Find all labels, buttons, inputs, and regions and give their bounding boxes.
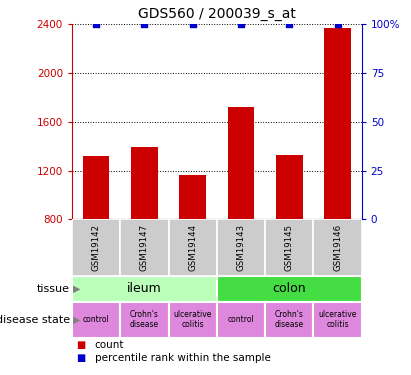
Bar (72, 219, 120, 276)
Bar (228, 107, 254, 219)
Bar (217, 302, 265, 338)
Text: ■: ■ (76, 353, 85, 363)
Bar (131, 147, 158, 219)
Bar (217, 276, 362, 302)
Bar (276, 155, 302, 219)
Text: GSM19147: GSM19147 (140, 224, 149, 271)
Text: ulcerative
colitis: ulcerative colitis (319, 310, 357, 329)
Text: GSM19143: GSM19143 (236, 224, 245, 271)
Text: tissue: tissue (37, 284, 70, 294)
Point (238, 21, 244, 27)
Bar (265, 219, 314, 276)
Bar (179, 175, 206, 219)
Point (189, 21, 196, 27)
Bar (324, 28, 351, 219)
Bar (217, 219, 265, 276)
Text: ▶: ▶ (73, 315, 80, 325)
Point (141, 21, 148, 27)
Text: GSM19142: GSM19142 (92, 224, 101, 271)
Bar (314, 302, 362, 338)
Text: GSM19146: GSM19146 (333, 224, 342, 271)
Title: GDS560 / 200039_s_at: GDS560 / 200039_s_at (138, 7, 296, 21)
Bar (265, 302, 314, 338)
Point (334, 21, 341, 27)
Text: Crohn's
disease: Crohn's disease (275, 310, 304, 329)
Bar (83, 156, 109, 219)
Text: ■: ■ (76, 340, 85, 350)
Text: colon: colon (272, 282, 306, 295)
Bar (72, 302, 120, 338)
Bar (169, 219, 217, 276)
Text: GSM19144: GSM19144 (188, 224, 197, 271)
Text: disease state: disease state (0, 315, 70, 325)
Text: ▶: ▶ (73, 284, 80, 294)
Bar (72, 276, 217, 302)
Point (93, 21, 99, 27)
Bar (120, 219, 169, 276)
Text: ulcerative
colitis: ulcerative colitis (173, 310, 212, 329)
Point (286, 21, 293, 27)
Text: control: control (83, 315, 109, 324)
Bar (120, 302, 169, 338)
Bar (169, 302, 217, 338)
Text: count: count (95, 340, 124, 350)
Bar (314, 219, 362, 276)
Text: GSM19145: GSM19145 (285, 224, 294, 271)
Text: control: control (228, 315, 254, 324)
Text: Crohn's
disease: Crohn's disease (130, 310, 159, 329)
Text: percentile rank within the sample: percentile rank within the sample (95, 353, 270, 363)
Text: ileum: ileum (127, 282, 162, 295)
